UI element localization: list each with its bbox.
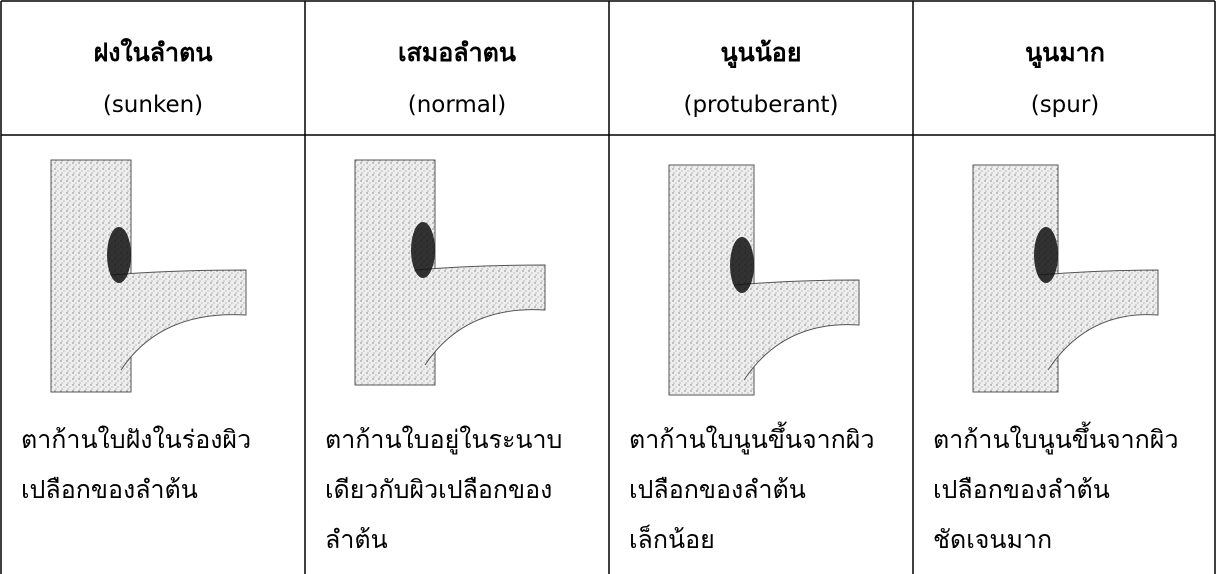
illustration: [107, 227, 131, 283]
description-line: ลำต้น: [325, 525, 388, 554]
description-line: เปลือกของลำต้น: [21, 475, 198, 504]
illustration: [414, 264, 546, 366]
column-title: นูนน้อย: [720, 38, 802, 67]
description-line: เปลือกของลำต้น: [933, 475, 1110, 504]
description-line: ตาก้านใบฝังในร่องผิว: [21, 425, 252, 454]
description-line: เปลือกของลำต้น: [629, 475, 806, 504]
column-subtitle: (protuberant): [683, 92, 839, 118]
description-line: ชัดเจนมาก: [933, 525, 1053, 554]
column-subtitle: (sunken): [102, 92, 204, 118]
description-line: เดียวกับผิวเปลือกของ: [325, 475, 553, 504]
illustration: [733, 279, 860, 381]
illustration: [1037, 269, 1159, 371]
illustration: [110, 269, 247, 371]
illustration: [730, 237, 754, 293]
column-title: นูนมาก: [1025, 38, 1105, 67]
column-title: เสมอลำตน: [398, 38, 516, 67]
description-line: ตาก้านใบอยู่ในระนาบ: [325, 425, 563, 454]
column-subtitle: (normal): [407, 92, 507, 118]
description-line: ตาก้านใบนูนขึ้นจากผิว: [629, 425, 875, 454]
column-title: ฝงในลำตน: [93, 38, 213, 67]
illustration: [1034, 227, 1058, 283]
illustration: [411, 222, 435, 278]
column-subtitle: (spur): [1030, 92, 1100, 118]
description-line: ตาก้านใบนูนขึ้นจากผิว: [933, 425, 1179, 454]
description-line: เล็กน้อย: [629, 525, 715, 554]
